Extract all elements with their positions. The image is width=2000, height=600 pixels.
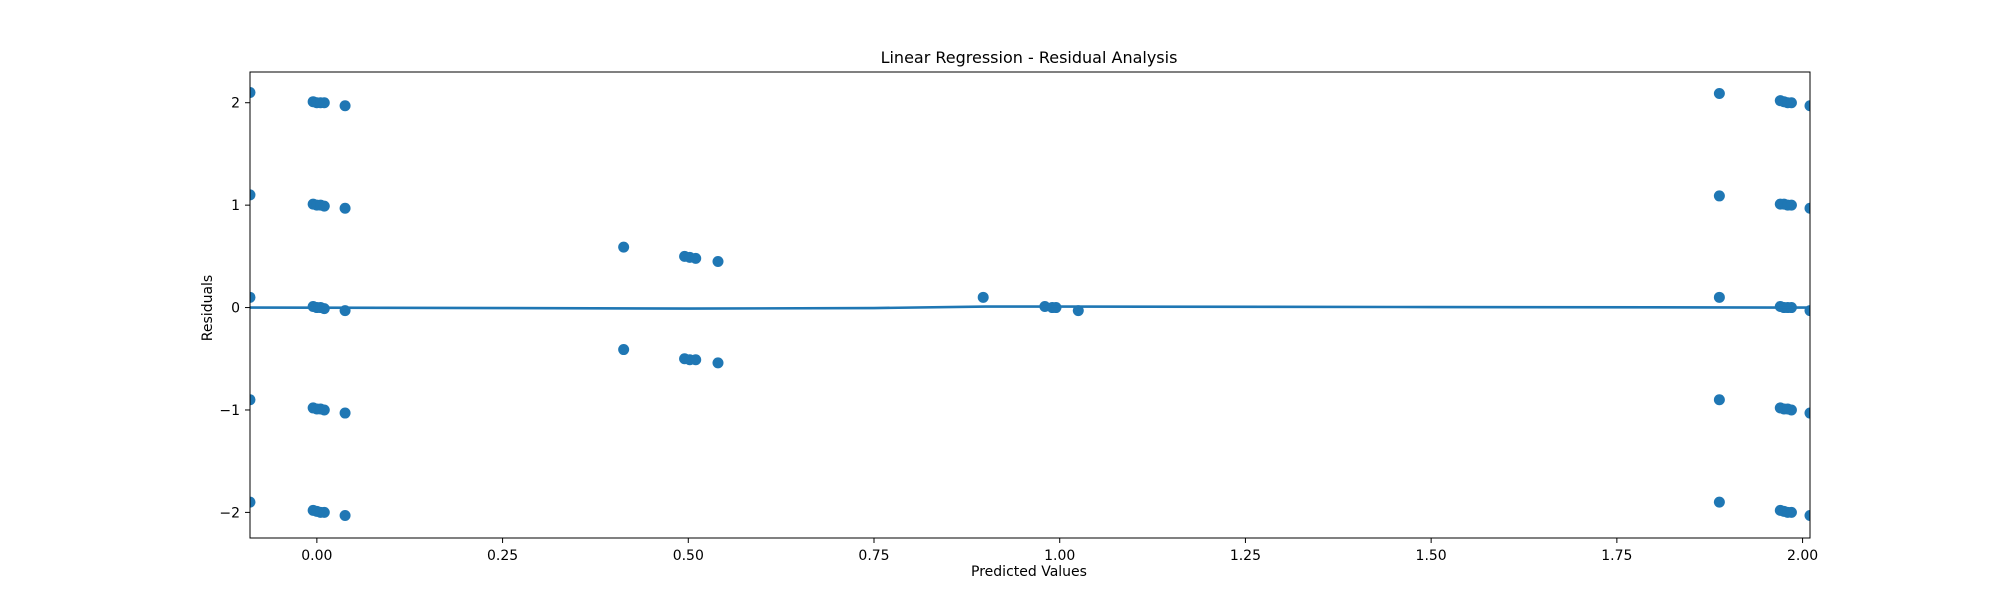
chart-title: Linear Regression - Residual Analysis [881, 48, 1178, 67]
scatter-point [618, 344, 630, 356]
x-tick-label: 0.25 [487, 548, 518, 564]
scatter-point [1804, 202, 1810, 214]
x-tick-label: 1.00 [1044, 548, 1075, 564]
y-axis: −2 −1 0 1 2 [219, 96, 250, 521]
x-tick-label: 1.25 [1230, 548, 1261, 564]
scatter-point [318, 404, 330, 416]
scatter-point [690, 252, 702, 264]
scatter-point [339, 407, 351, 419]
scatter-point [1713, 190, 1725, 202]
x-tick-label: 2.00 [1787, 548, 1818, 564]
scatter-point [250, 189, 256, 201]
plot-area [249, 71, 1811, 539]
x-tick-label: 0.00 [301, 548, 332, 564]
scatter-point [712, 255, 724, 267]
scatter-point [1072, 305, 1084, 317]
x-tick-label: 1.50 [1416, 548, 1447, 564]
scatter-point [339, 100, 351, 112]
y-tick-label: 0 [231, 301, 240, 317]
plot-background [250, 72, 1810, 538]
scatter-point [339, 202, 351, 214]
scatter-point [1713, 394, 1725, 406]
scatter-point [250, 394, 256, 406]
scatter-point [1713, 88, 1725, 100]
y-tick-label: 2 [231, 96, 240, 112]
scatter-point [339, 509, 351, 521]
scatter-point [250, 291, 256, 303]
scatter-point [1785, 404, 1797, 416]
x-axis: 0.00 0.25 0.50 0.75 1.00 1.25 1.50 1.75 2.00 [301, 538, 1818, 564]
scatter-point [1713, 496, 1725, 508]
y-tick-label: 1 [231, 198, 240, 214]
scatter-point [1785, 506, 1797, 518]
y-tick-label: −1 [219, 403, 240, 419]
scatter-point [977, 291, 989, 303]
scatter-point [1804, 407, 1810, 419]
scatter-point [712, 357, 724, 369]
y-axis-label: Residuals [200, 275, 216, 341]
scatter-point [1785, 199, 1797, 211]
x-tick-label: 1.75 [1601, 548, 1632, 564]
scatter-point [318, 506, 330, 518]
fit-line [250, 305, 1810, 310]
scatter-point [690, 354, 702, 366]
scatter-point [1804, 100, 1810, 112]
x-tick-label: 0.75 [858, 548, 889, 564]
x-axis-label: Predicted Values [971, 564, 1087, 580]
scatter-point [1785, 97, 1797, 109]
scatter-point [1804, 509, 1810, 521]
scatter-point [318, 200, 330, 212]
y-tick-label: −2 [219, 505, 240, 521]
fit-line-layer [250, 305, 1810, 310]
scatter-point [618, 241, 630, 253]
x-tick-label: 0.50 [673, 548, 704, 564]
scatter-point [250, 496, 256, 508]
scatter-point [250, 86, 256, 98]
plot-frame [249, 71, 1811, 539]
scatter-point [1713, 291, 1725, 303]
scatter-point [318, 97, 330, 109]
